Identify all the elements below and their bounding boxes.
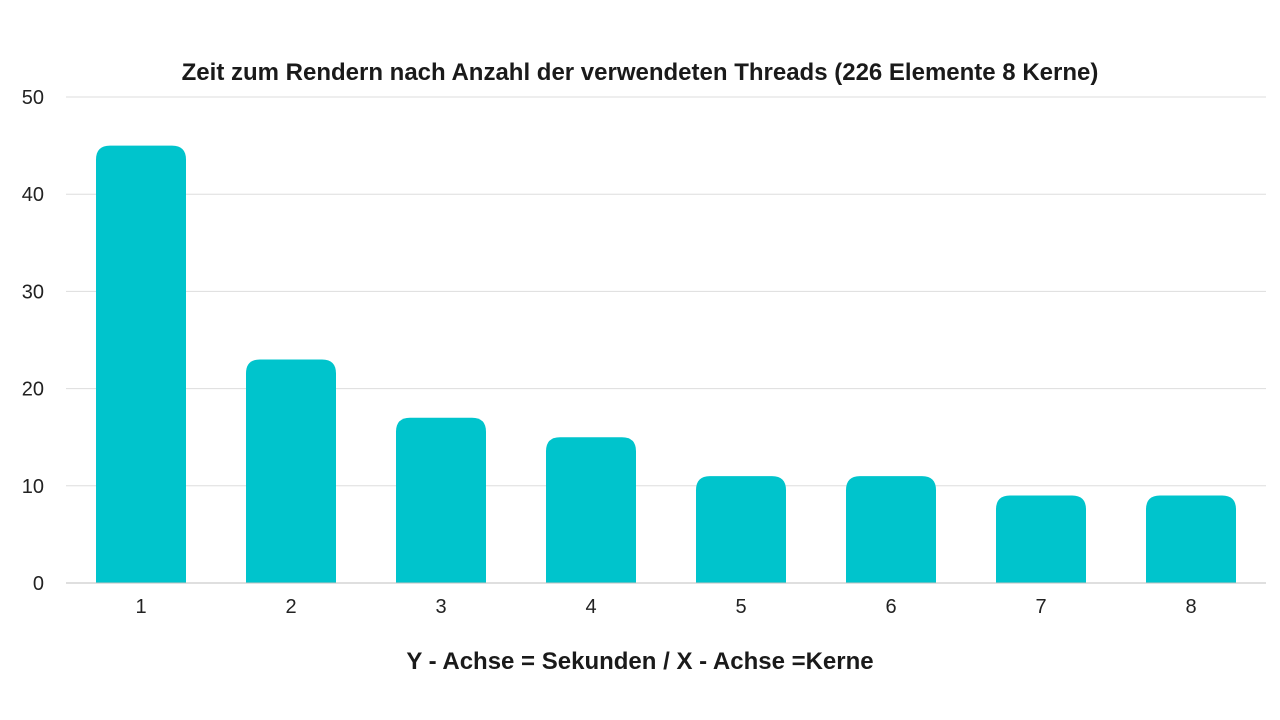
x-tick-label: 7 <box>1035 596 1046 618</box>
y-tick-label: 50 <box>22 87 44 109</box>
y-tick-label: 20 <box>22 379 44 401</box>
x-tick-label: 8 <box>1185 596 1196 618</box>
x-tick-label: 3 <box>435 596 446 618</box>
bar-3 <box>396 417 486 583</box>
x-axis-label: Y - Achse = Sekunden / X - Achse =Kerne <box>406 648 874 675</box>
bars <box>96 145 1236 583</box>
x-tick-label: 6 <box>885 596 896 618</box>
y-tick-label: 40 <box>22 184 44 206</box>
y-tick-label: 10 <box>22 476 44 498</box>
y-tick-label: 30 <box>22 281 44 303</box>
x-tick-label: 1 <box>135 596 146 618</box>
bar-6 <box>846 476 936 583</box>
x-tick-label: 2 <box>285 596 296 618</box>
x-tick-label: 5 <box>735 596 746 618</box>
y-axis-ticks: 0 10 20 30 40 50 <box>22 87 44 595</box>
bar-7 <box>996 495 1086 583</box>
y-tick-label: 0 <box>33 573 44 595</box>
x-tick-label: 4 <box>585 596 596 618</box>
bar-1 <box>96 145 186 583</box>
bar-4 <box>546 437 636 583</box>
x-axis-ticks: 1 2 3 4 5 6 7 8 <box>135 596 1196 618</box>
chart-title: Zeit zum Rendern nach Anzahl der verwend… <box>181 59 1099 86</box>
bar-2 <box>246 359 336 583</box>
bar-5 <box>696 476 786 583</box>
bar-8 <box>1146 495 1236 583</box>
